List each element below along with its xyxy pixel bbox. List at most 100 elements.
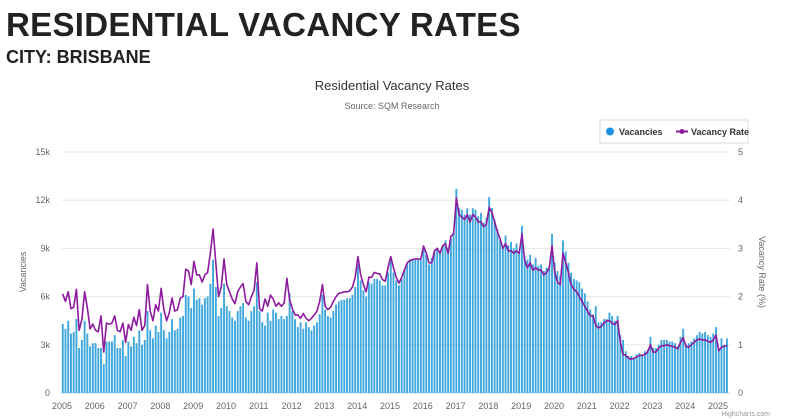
vacancy-rate-point[interactable] [387, 267, 389, 269]
vacancies-bar[interactable] [182, 315, 184, 393]
vacancies-bar[interactable] [559, 275, 562, 393]
vacancies-bar[interactable] [187, 296, 190, 393]
vacancies-bar[interactable] [206, 296, 209, 393]
vacancies-bar[interactable] [690, 341, 693, 393]
vacancies-bar[interactable] [706, 335, 709, 393]
vacancies-bar[interactable] [351, 294, 354, 393]
vacancy-rate-point[interactable] [231, 298, 233, 300]
vacancies-bar[interactable] [654, 348, 657, 393]
vacancies-bar[interactable] [567, 262, 570, 393]
vacancy-rate-point[interactable] [494, 221, 496, 223]
vacancies-bar[interactable] [534, 258, 537, 393]
vacancies-bar[interactable] [441, 245, 444, 393]
vacancy-rate-point[interactable] [704, 339, 706, 341]
vacancy-rate-point[interactable] [633, 357, 635, 359]
vacancy-rate-point[interactable] [149, 310, 151, 312]
vacancy-rate-point[interactable] [351, 286, 354, 288]
vacancy-rate-point[interactable] [174, 310, 176, 312]
vacancy-rate-point[interactable] [573, 288, 575, 290]
vacancy-rate-point[interactable] [103, 351, 105, 353]
vacancy-rate-point[interactable] [474, 216, 477, 218]
vacancies-bar[interactable] [433, 250, 436, 393]
vacancies-bar[interactable] [217, 315, 220, 393]
vacancies-bar[interactable] [288, 293, 291, 393]
vacancies-bar[interactable] [242, 303, 245, 393]
vacancies-bar[interactable] [316, 322, 318, 393]
vacancy-rate-point[interactable] [313, 314, 315, 316]
vacancy-rate-point[interactable] [431, 262, 433, 264]
vacancy-rate-point[interactable] [699, 338, 701, 340]
vacancy-rate-point[interactable] [190, 283, 192, 286]
vacancies-bar[interactable] [91, 343, 94, 393]
vacancies-bar[interactable] [548, 266, 551, 393]
vacancies-bar[interactable] [108, 341, 111, 393]
vacancies-bar[interactable] [113, 335, 116, 393]
vacancies-bar[interactable] [343, 299, 346, 393]
vacancy-rate-point[interactable] [513, 252, 515, 254]
vacancy-rate-point[interactable] [261, 310, 263, 312]
vacancies-bar[interactable] [627, 356, 630, 393]
vacancy-rate-point[interactable] [671, 345, 673, 347]
vacancies-bar[interactable] [89, 346, 92, 393]
vacancies-bar[interactable] [72, 331, 75, 393]
vacancies-bar[interactable] [687, 343, 690, 393]
vacancies-bar[interactable] [469, 214, 471, 393]
vacancies-bar[interactable] [408, 261, 411, 393]
vacancy-rate-point[interactable] [674, 346, 676, 348]
vacancy-rate-point[interactable] [125, 341, 127, 343]
vacancy-rate-point[interactable] [627, 357, 630, 359]
vacancies-bar[interactable] [198, 298, 201, 393]
vacancy-rate-point[interactable] [630, 358, 632, 360]
vacancies-bar[interactable] [165, 338, 168, 393]
vacancies-bar[interactable] [663, 339, 666, 393]
vacancies-bar[interactable] [717, 349, 720, 393]
vacancies-bar[interactable] [387, 272, 389, 394]
vacancy-rate-point[interactable] [157, 310, 160, 312]
vacancies-bar[interactable] [359, 280, 362, 393]
vacancies-bar[interactable] [403, 269, 406, 393]
vacancy-rate-point[interactable] [100, 315, 102, 317]
vacancy-rate-point[interactable] [193, 260, 195, 263]
vacancies-bar[interactable] [507, 245, 510, 393]
vacancy-rate-point[interactable] [250, 296, 252, 298]
vacancies-bar[interactable] [124, 356, 127, 393]
vacancies-bar[interactable] [616, 315, 619, 393]
vacancy-rate-point[interactable] [417, 258, 419, 260]
vacancy-rate-point[interactable] [133, 316, 135, 318]
vacancies-bar[interactable] [455, 188, 458, 393]
chart-credit[interactable]: Highcharts.com [721, 411, 770, 418]
vacancies-bar[interactable] [698, 331, 701, 393]
vacancies-bar[interactable] [64, 328, 67, 393]
vacancy-rate-point[interactable] [204, 274, 206, 276]
vacancies-bar[interactable] [575, 280, 578, 393]
vacancies-bar[interactable] [512, 248, 515, 393]
vacancies-bar[interactable] [439, 253, 441, 393]
vacancy-rate-point[interactable] [86, 307, 88, 309]
vacancy-rate-point[interactable] [316, 310, 318, 312]
vacancies-bar[interactable] [291, 311, 294, 393]
vacancies-bar[interactable] [173, 330, 176, 393]
vacancy-rate-point[interactable] [600, 325, 602, 328]
vacancies-bar[interactable] [600, 322, 603, 393]
vacancy-rate-point[interactable] [496, 230, 498, 233]
vacancy-rate-point[interactable] [682, 336, 684, 339]
vacancies-bar[interactable] [685, 344, 687, 393]
vacancy-rate-point[interactable] [111, 322, 113, 324]
vacancy-rate-point[interactable] [73, 306, 75, 308]
vacancy-rate-point[interactable] [239, 286, 242, 288]
vacancy-rate-point[interactable] [338, 292, 340, 294]
vacancy-rate-point[interactable] [504, 242, 507, 245]
vacancies-bar[interactable] [389, 259, 392, 393]
vacancy-rate-point[interactable] [286, 277, 288, 279]
vacancies-bar[interactable] [100, 348, 102, 393]
vacancies-bar[interactable] [253, 306, 256, 393]
vacancies-bar[interactable] [649, 336, 652, 393]
vacancy-rate-point[interactable] [592, 315, 594, 317]
vacancies-bar[interactable] [280, 315, 283, 393]
vacancies-bar[interactable] [603, 319, 605, 393]
vacancy-rate-point[interactable] [638, 354, 641, 356]
vacancies-bar[interactable] [261, 322, 264, 393]
vacancy-rate-point[interactable] [401, 276, 403, 278]
vacancies-bar[interactable] [611, 315, 614, 393]
vacancies-bar[interactable] [127, 341, 130, 393]
